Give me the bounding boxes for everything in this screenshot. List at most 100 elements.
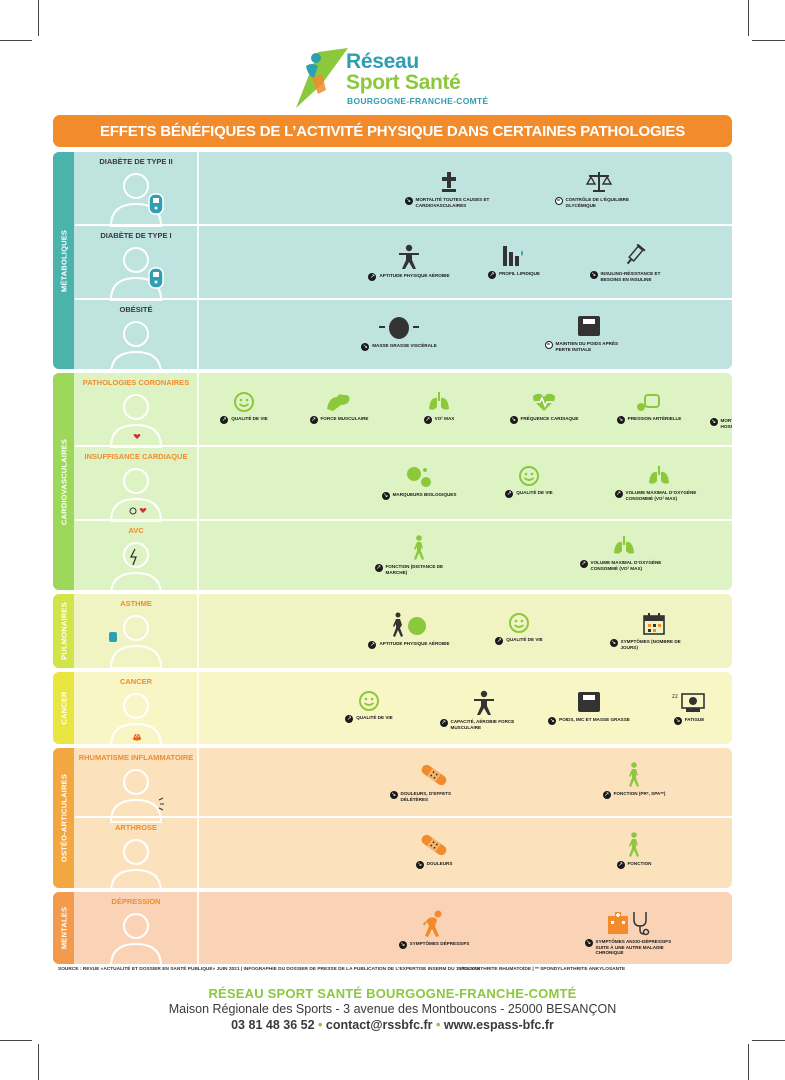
footer-website[interactable]: www.espass-bfc.fr xyxy=(443,1018,554,1032)
crop-mark xyxy=(0,40,32,41)
benefit-label: MORTALITÉ TOUTES CAUSES ET CARDIOVASCULA… xyxy=(415,197,490,208)
benefit-label: DOULEURS, D’EFFETS DÉLÉTÈRES xyxy=(400,791,452,802)
benefit-item: ↘ FRÉQUENCE CARDIAQUE xyxy=(489,391,599,424)
arrow-down-icon: ↘ xyxy=(709,418,718,426)
benefit-label: QUALITÉ DE VIE xyxy=(231,416,268,421)
arrow-up-icon: ↗ xyxy=(495,637,504,645)
belly-icon xyxy=(344,314,454,340)
pathology-title: DIABÈTE DE TYPE I xyxy=(100,231,172,240)
arrow-down-icon: ↘ xyxy=(673,717,682,725)
patient-person-icon xyxy=(103,762,169,833)
benefit-item: ↗ VOLUME MAXIMAL D’OXYGÈNE CONSOMMÉ (VO² … xyxy=(569,535,679,571)
benefit-label: VOLUME MAXIMAL D’OXYGÈNE CONSOMMÉ (VO² M… xyxy=(590,560,662,571)
row-divider xyxy=(75,445,732,447)
pathology-title: DÉPRESSION xyxy=(111,897,161,906)
benefit-item: ↗ VOLUME MAXIMAL D’OXYGÈNE CONSOMMÉ (VO² … xyxy=(604,465,714,501)
section-4: OSTÉO-ARTICULAIRES RHUMATISME INFLAMMATOI… xyxy=(53,748,732,888)
benefit-item: ↗ APTITUDE PHYSIQUE AÉROBIE xyxy=(354,612,464,649)
column-divider xyxy=(197,594,199,668)
arrow-down-icon: ↘ xyxy=(381,492,390,500)
equal-icon: = xyxy=(544,341,553,349)
column-divider xyxy=(197,672,199,744)
benefit-label: QUALITÉ DE VIE xyxy=(356,715,393,720)
arrow-up-icon: ↗ xyxy=(616,861,625,869)
hospital-stethoscope-icon xyxy=(574,910,684,936)
benefit-label: FONCTION (PR*, SPA**) xyxy=(613,791,666,796)
pathology-title: CANCER xyxy=(119,677,153,686)
benefit-item: ↘ SYMPTÔMES DÉPRESSIFS xyxy=(379,910,489,949)
arrow-up-icon: ↗ xyxy=(368,641,377,649)
page-title-banner: EFFETS BÉNÉFIQUES DE L’ACTIVITÉ PHYSIQUE… xyxy=(53,115,732,147)
section-name: CANCER xyxy=(59,691,68,725)
equal-icon: = xyxy=(554,197,563,205)
weight-scale-icon xyxy=(534,690,644,714)
crop-mark xyxy=(0,1040,32,1041)
patient-person-icon xyxy=(103,535,169,590)
pathology-title: INSUFFISANCE CARDIAQUE xyxy=(84,452,188,461)
benefit-item: ↗ CAPACITÉ, AÉROBIE FORCE MUSCULAIRE xyxy=(429,690,539,730)
benefit-item: ↘ MORTALITÉ TOUTES CAUSES ET CARDIOVASCUL… xyxy=(394,170,504,208)
benefit-item: ↗ FORCE MUSCULAIRE xyxy=(284,391,394,424)
benefit-label: APTITUDE PHYSIQUE AÉROBIE xyxy=(379,641,450,646)
section-body: PATHOLOGIES CORONAIRES ↗ QUALITÉ DE VIE ↗ F… xyxy=(75,373,732,590)
pathology-title: ASTHME xyxy=(120,599,152,608)
arrow-up-icon: ↗ xyxy=(309,416,318,424)
arrow-down-icon: ↘ xyxy=(584,939,593,947)
benefit-label: CONTRÔLE DE L’ÉQUILIBRE GLYCÉMIQUE xyxy=(565,197,630,208)
benefit-label: MORTALITÉ ET RÉ-HOSPITALISATION xyxy=(720,418,733,429)
patient-person-icon: 🦀 xyxy=(103,686,169,744)
section-2: PULMONAIRES ASTHME ↗ APTITUDE PHYSIQUE AÉR… xyxy=(53,594,732,668)
benefit-label: FATIGUE xyxy=(684,717,705,722)
column-divider xyxy=(197,521,199,590)
brand-line-2: Sport Santé xyxy=(346,71,461,94)
crop-mark xyxy=(748,0,749,36)
column-divider xyxy=(197,748,199,818)
benefit-label: MASSE GRASSE VISCÉRALE xyxy=(372,343,437,348)
arrow-down-icon: ↘ xyxy=(361,343,370,351)
arrow-up-icon: ↗ xyxy=(374,564,383,572)
arrow-down-icon: ↘ xyxy=(616,416,625,424)
benefit-label: VO² MAX xyxy=(434,416,455,421)
person-arms-icon xyxy=(354,244,464,270)
footer-email[interactable]: contact@rssbfc.fr xyxy=(325,1018,433,1032)
footer-contact: 03 81 48 36 52 • contact@rssbfc.fr • www… xyxy=(231,1018,554,1032)
lungs-icon xyxy=(604,465,714,487)
walker-ball-icon xyxy=(354,612,464,638)
pathology-title: DIABÈTE DE TYPE II xyxy=(99,157,173,166)
patient-person-icon xyxy=(103,314,169,369)
arrow-up-icon: ↗ xyxy=(220,416,229,424)
smiley-icon xyxy=(189,391,299,413)
bars-drop-icon xyxy=(459,244,569,268)
arrow-down-icon: ↘ xyxy=(609,639,618,647)
benefit-item: ↗ FONCTION xyxy=(579,832,689,869)
section-body: RHUMATISME INFLAMMATOIRE ↘ DOULEURS, D’EF… xyxy=(75,748,732,888)
pathology-row: CANCER 🦀 ↗ QUALITÉ DE VIE ↗ CAPACITÉ, AÉROB… xyxy=(75,672,732,744)
brand-line-3: BOURGOGNE-FRANCHE-COMTÉ xyxy=(347,96,489,106)
footer-phone[interactable]: 03 81 48 36 52 xyxy=(231,1018,315,1032)
source-note: SOURCE : REVUE «ACTUALITÉ ET DOSSIER EN … xyxy=(58,967,480,972)
svg-text:zz: zz xyxy=(672,694,678,700)
section-side-label: CANCER xyxy=(53,672,74,744)
arrow-down-icon: ↘ xyxy=(509,416,518,424)
benefit-item: ↘ SYMPTÔMES ANXIO-DÉPRESSIFS SUITE À UNE … xyxy=(574,910,684,956)
benefit-item: ↘ INSULINO-RÉSISTANCE ET BESOINS EN INSUL… xyxy=(579,244,689,282)
section-5: MENTALES DÉPRESSION ↘ SYMPTÔMES DÉPRESSIFS… xyxy=(53,892,732,964)
benefit-label: MARQUEURS BIOLOGIQUES xyxy=(392,492,457,497)
cross-icon xyxy=(394,170,504,194)
benefit-item: = CONTRÔLE DE L’ÉQUILIBRE GLYCÉMIQUE xyxy=(544,170,654,208)
benefit-label: SYMPTÔMES DÉPRESSIFS xyxy=(409,941,470,946)
benefit-item: ↗ FONCTION (DISTANCE DE MARCHE) xyxy=(364,535,474,575)
benefit-item: ↗ QUALITÉ DE VIE xyxy=(464,612,574,645)
benefit-label: MAINTIEN DU POIDS APRÈS PERTE INITIALE xyxy=(555,341,619,352)
benefit-label: FONCTION xyxy=(627,861,652,866)
benefit-item: ↗ FONCTION (PR*, SPA**) xyxy=(579,762,689,799)
runner-logo-icon xyxy=(296,48,348,108)
patient-person-icon xyxy=(103,608,169,668)
tired-person-icon: zz xyxy=(634,690,732,714)
brand-line-1: Réseau xyxy=(346,50,419,73)
benefit-label: QUALITÉ DE VIE xyxy=(516,490,553,495)
smiley-icon xyxy=(474,465,584,487)
row-divider xyxy=(75,519,732,521)
section-body: ASTHME ↗ APTITUDE PHYSIQUE AÉROBIE ↗ QUALIT… xyxy=(75,594,732,668)
patient-person-icon xyxy=(103,166,169,237)
